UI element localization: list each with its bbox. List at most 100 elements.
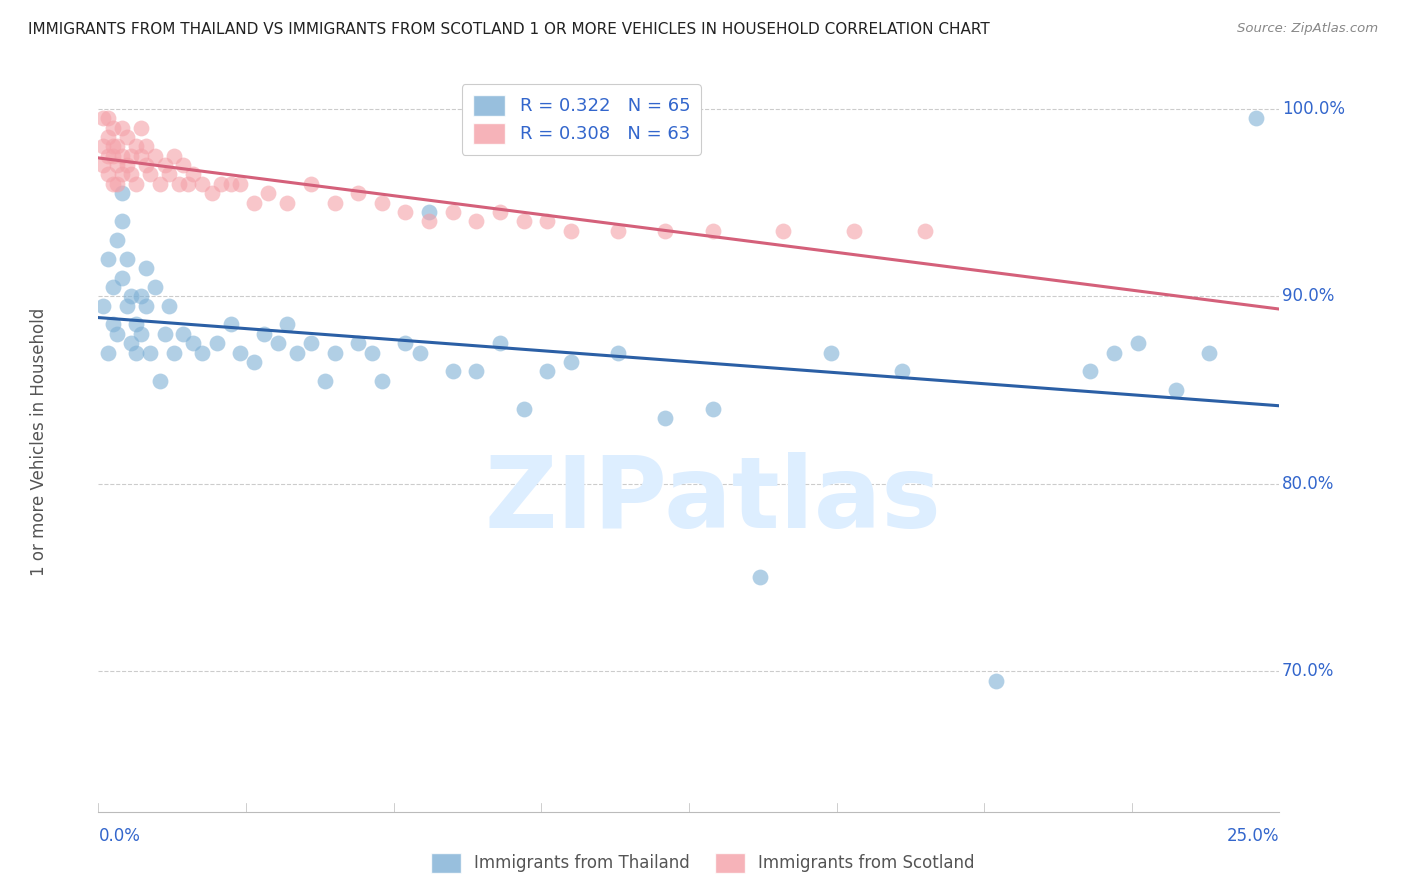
Point	[229, 345, 252, 359]
Point	[111, 149, 134, 163]
Point	[191, 345, 214, 359]
Point	[163, 345, 186, 359]
Point	[702, 224, 724, 238]
Point	[654, 411, 676, 425]
Point	[914, 224, 936, 238]
Point	[984, 673, 1007, 688]
Point	[489, 336, 512, 351]
Point	[101, 280, 124, 294]
Point	[219, 177, 242, 191]
Point	[97, 130, 120, 145]
Point	[153, 326, 176, 341]
Point	[285, 345, 308, 359]
Point	[654, 224, 676, 238]
Point	[299, 336, 322, 351]
Point	[91, 139, 114, 153]
Point	[347, 336, 370, 351]
Point	[115, 130, 138, 145]
Text: 70.0%: 70.0%	[1282, 662, 1334, 680]
Point	[408, 345, 430, 359]
Point	[105, 139, 128, 153]
Point	[153, 158, 176, 172]
Point	[181, 168, 204, 182]
Point	[267, 336, 290, 351]
Point	[91, 112, 114, 126]
Point	[129, 289, 152, 303]
Point	[105, 158, 128, 172]
Point	[172, 158, 194, 172]
Point	[276, 318, 298, 332]
Point	[121, 336, 143, 351]
Text: 1 or more Vehicles in Household: 1 or more Vehicles in Household	[31, 308, 48, 575]
Text: 0.0%: 0.0%	[98, 827, 141, 845]
Point	[101, 318, 124, 332]
Point	[101, 177, 124, 191]
Point	[560, 224, 582, 238]
Point	[465, 364, 488, 378]
Point	[135, 158, 157, 172]
Point	[125, 177, 148, 191]
Point	[121, 149, 143, 163]
Point	[167, 177, 190, 191]
Point	[101, 120, 124, 135]
Point	[243, 355, 266, 369]
Point	[111, 168, 134, 182]
Point	[489, 205, 512, 219]
Point	[219, 318, 242, 332]
Point	[91, 299, 114, 313]
Point	[441, 364, 464, 378]
Point	[149, 374, 172, 388]
Point	[115, 158, 138, 172]
Text: 80.0%: 80.0%	[1282, 475, 1334, 492]
Point	[253, 326, 276, 341]
Point	[172, 326, 194, 341]
Point	[890, 364, 912, 378]
Point	[191, 177, 214, 191]
Point	[101, 139, 124, 153]
Text: 25.0%: 25.0%	[1227, 827, 1279, 845]
Point	[101, 149, 124, 163]
Point	[201, 186, 224, 201]
Point	[465, 214, 488, 228]
Point	[105, 233, 128, 247]
Point	[512, 401, 534, 416]
Point	[536, 364, 558, 378]
Point	[1080, 364, 1102, 378]
Point	[371, 374, 394, 388]
Point	[607, 345, 630, 359]
Point	[772, 224, 794, 238]
Text: 90.0%: 90.0%	[1282, 287, 1334, 305]
Point	[371, 195, 394, 210]
Point	[418, 214, 440, 228]
Point	[323, 195, 346, 210]
Point	[121, 289, 143, 303]
Point	[347, 186, 370, 201]
Legend: Immigrants from Thailand, Immigrants from Scotland: Immigrants from Thailand, Immigrants fro…	[425, 847, 981, 880]
Point	[129, 120, 152, 135]
Point	[361, 345, 384, 359]
Point	[97, 149, 120, 163]
Point	[820, 345, 842, 359]
Point	[125, 345, 148, 359]
Point	[229, 177, 252, 191]
Point	[1164, 383, 1187, 397]
Point	[105, 177, 128, 191]
Point	[607, 224, 630, 238]
Point	[1126, 336, 1149, 351]
Point	[276, 195, 298, 210]
Point	[139, 168, 162, 182]
Point	[177, 177, 200, 191]
Point	[111, 186, 134, 201]
Point	[143, 280, 166, 294]
Point	[97, 112, 120, 126]
Point	[1244, 112, 1267, 126]
Point	[115, 299, 138, 313]
Point	[560, 355, 582, 369]
Point	[181, 336, 204, 351]
Point	[111, 120, 134, 135]
Point	[97, 168, 120, 182]
Point	[121, 168, 143, 182]
Point	[97, 345, 120, 359]
Point	[129, 326, 152, 341]
Point	[135, 261, 157, 276]
